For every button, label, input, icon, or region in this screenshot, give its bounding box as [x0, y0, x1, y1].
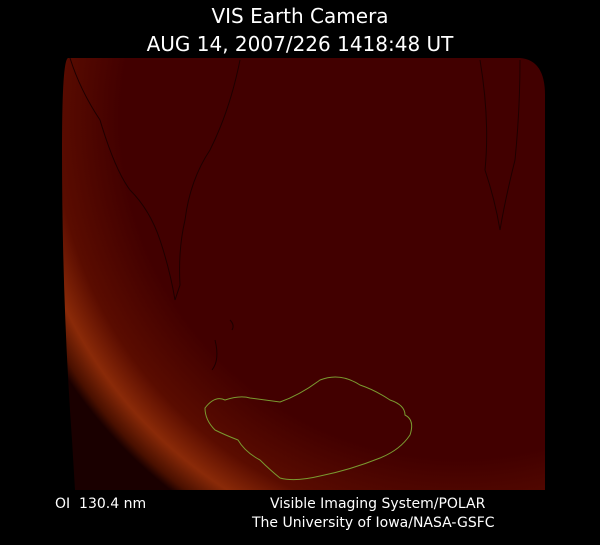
coastline	[211, 319, 234, 371]
wavelength: OI 130.4 nm	[55, 496, 146, 512]
title: VIS Earth Camera	[211, 4, 388, 28]
timestamp: AUG 14, 2007/226 1418:48 UT	[147, 32, 455, 56]
coastline	[479, 59, 521, 231]
coastline	[69, 58, 241, 301]
earth-image	[62, 58, 545, 490]
credit-line: Visible Imaging System/POLAR	[270, 496, 486, 512]
credit-line: The University of Iowa/NASA-GSFC	[251, 515, 495, 531]
antarctica-outline	[204, 376, 413, 481]
earth-disk	[62, 58, 545, 490]
